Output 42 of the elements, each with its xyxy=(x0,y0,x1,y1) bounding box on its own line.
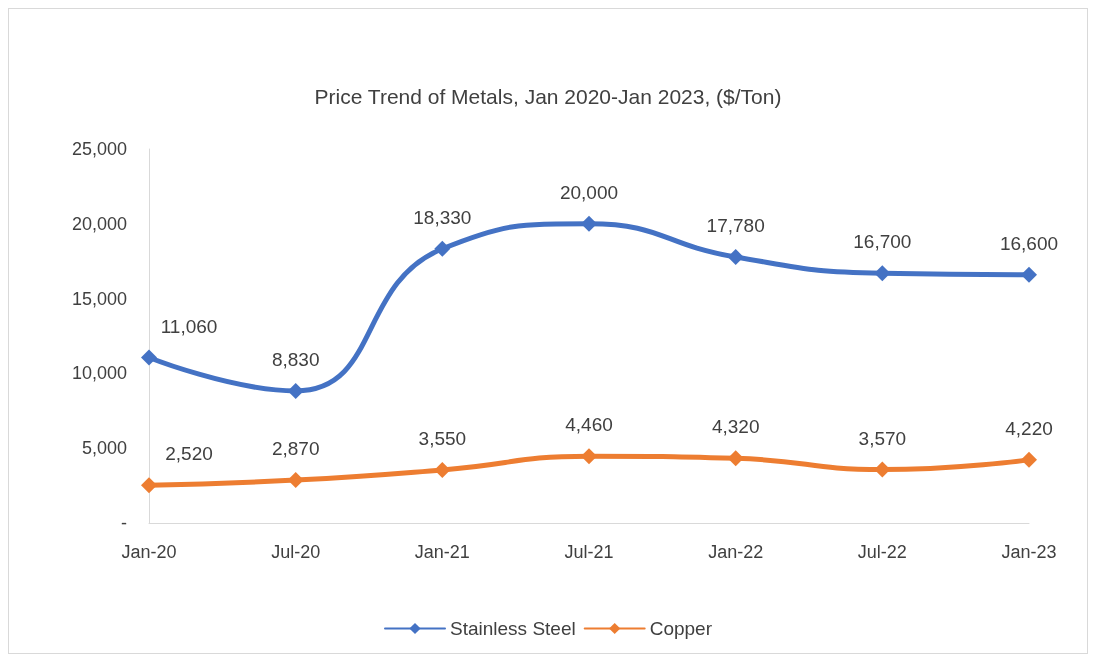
y-tick-label: 15,000 xyxy=(71,288,127,309)
point xyxy=(141,349,157,366)
point xyxy=(1021,266,1037,283)
point xyxy=(581,448,597,465)
data-label: 8,830 xyxy=(271,348,320,370)
legend-label: Copper xyxy=(649,618,713,639)
point xyxy=(141,477,157,494)
point xyxy=(727,450,744,467)
data-label: 20,000 xyxy=(559,181,619,203)
y-tick-label: 20,000 xyxy=(71,213,127,234)
point xyxy=(287,472,304,489)
x-tick-label: Jul-20 xyxy=(271,542,321,562)
y-tick-label: - xyxy=(121,513,127,533)
legend-label: Stainless Steel xyxy=(450,618,576,639)
point xyxy=(287,382,304,399)
x-tick-label: Jan-23 xyxy=(1001,542,1057,562)
data-label: 4,320 xyxy=(711,416,760,438)
chart-title: Price Trend of Metals, Jan 2020-Jan 2023, ($/Ton) xyxy=(314,85,782,108)
point xyxy=(581,215,597,232)
data-label: 2,870 xyxy=(271,438,320,460)
point xyxy=(727,249,744,266)
data-label: 3,570 xyxy=(858,427,907,449)
point xyxy=(434,461,451,478)
data-label: 4,460 xyxy=(565,414,613,436)
y-tick-label: 10,000 xyxy=(71,363,127,384)
point xyxy=(1021,451,1037,468)
x-tick-label: Jul-21 xyxy=(564,542,614,562)
x-tick-label: Jan-20 xyxy=(121,542,177,562)
data-label: 18,330 xyxy=(413,206,472,228)
x-tick-label: Jan-21 xyxy=(414,542,470,562)
data-label: 11,060 xyxy=(160,315,218,337)
y-tick-label: 25,000 xyxy=(71,139,127,159)
data-label: 16,700 xyxy=(853,231,912,253)
data-label: 17,780 xyxy=(706,215,765,237)
x-tick-label: Jan-22 xyxy=(708,542,764,562)
data-label: 2,520 xyxy=(165,443,213,465)
data-label: 16,600 xyxy=(999,232,1059,254)
data-label: 3,550 xyxy=(418,427,467,449)
y-tick-label: 5,000 xyxy=(81,438,127,459)
x-tick-label: Jul-22 xyxy=(857,542,907,562)
data-label: 4,220 xyxy=(1005,417,1053,439)
point xyxy=(434,240,451,257)
